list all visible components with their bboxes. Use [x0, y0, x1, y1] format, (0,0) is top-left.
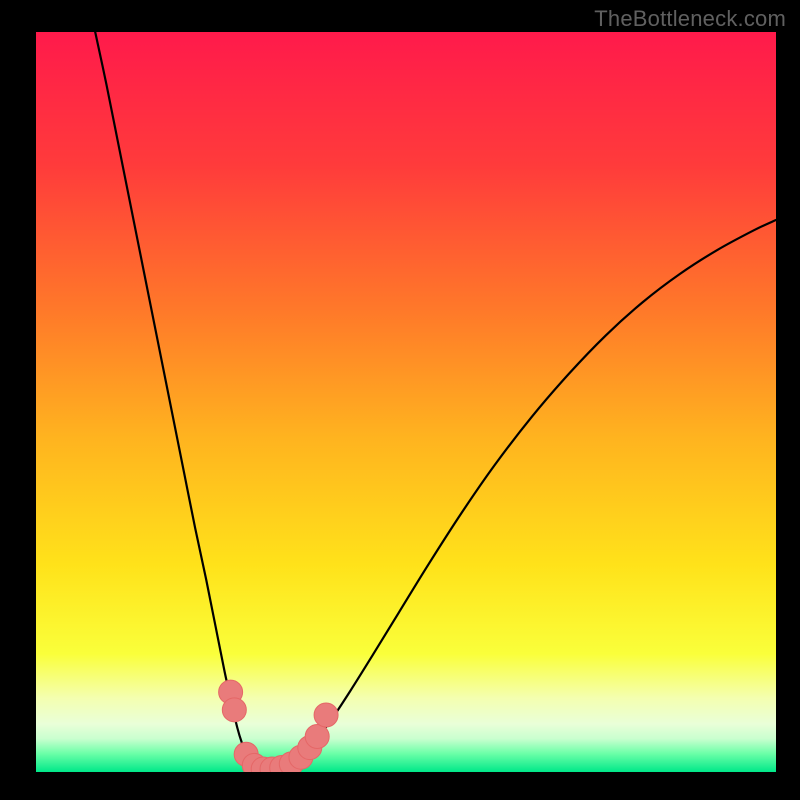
gradient-background — [36, 32, 776, 772]
watermark-text: TheBottleneck.com — [594, 6, 786, 32]
plot-area — [36, 32, 776, 772]
marker-point — [314, 703, 338, 727]
chart-root: TheBottleneck.com — [0, 0, 800, 800]
plot-svg — [36, 32, 776, 772]
marker-point — [222, 698, 246, 722]
marker-point — [305, 724, 329, 748]
